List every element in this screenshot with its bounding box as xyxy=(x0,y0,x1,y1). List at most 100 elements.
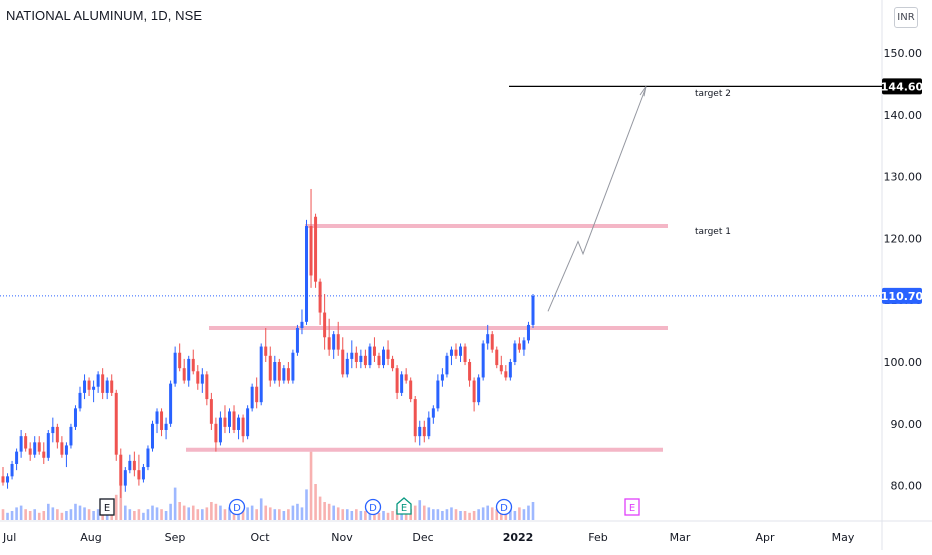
volume-bar xyxy=(291,505,295,520)
candle-body xyxy=(291,352,295,381)
candle-body xyxy=(499,365,503,372)
volume-bar xyxy=(15,507,18,520)
x-tick-label: 2022 xyxy=(503,531,534,544)
candle-body xyxy=(178,352,182,369)
volume-bar xyxy=(441,511,444,520)
volume-bar xyxy=(309,451,313,520)
event-marker-label: E xyxy=(629,503,635,514)
volume-bar xyxy=(92,511,95,520)
candle-body xyxy=(33,442,37,455)
volume-bar xyxy=(477,509,480,520)
volume-bar xyxy=(246,507,249,520)
volume-bar xyxy=(173,487,177,520)
y-tick-label: 150.00 xyxy=(884,47,923,60)
candle-body xyxy=(413,399,417,437)
volume-bar xyxy=(6,512,9,520)
candle-body xyxy=(431,408,435,418)
volume-bar xyxy=(264,505,268,520)
volume-bar xyxy=(391,511,394,520)
candle-body xyxy=(332,334,336,350)
candle-body xyxy=(96,374,100,387)
volume-bar xyxy=(404,511,408,520)
candle-body xyxy=(169,383,173,424)
volume-bar xyxy=(87,509,91,520)
volume-bar xyxy=(486,505,490,520)
volume-bar xyxy=(499,511,503,520)
candle-body xyxy=(137,470,141,480)
volume-bar xyxy=(228,507,231,520)
volume-bar xyxy=(114,494,118,520)
volume-bar xyxy=(436,509,440,520)
candle-body xyxy=(391,358,395,369)
currency-button[interactable]: INR xyxy=(894,7,918,28)
volume-bar xyxy=(33,509,37,520)
volume-bar xyxy=(219,505,222,520)
dividend-marker xyxy=(364,498,382,516)
candle-body xyxy=(132,460,136,471)
last-price-label-bg xyxy=(882,287,922,304)
candle-body xyxy=(286,368,290,381)
volume-bar xyxy=(287,509,290,520)
candle-body xyxy=(422,426,426,437)
volume-bar xyxy=(160,509,163,520)
candle-body xyxy=(277,362,281,381)
candle-body xyxy=(504,371,508,378)
candle-body xyxy=(513,343,517,362)
dividend-marker xyxy=(228,498,246,516)
volume-bar xyxy=(359,511,363,520)
volume-bar xyxy=(155,507,159,520)
volume-bar xyxy=(137,509,141,520)
candle-body xyxy=(459,346,463,356)
earnings-marker xyxy=(624,498,640,516)
candle-body xyxy=(350,352,354,359)
candle-body xyxy=(264,346,268,356)
volume-bar xyxy=(51,507,55,520)
last-price-label: 110.70 xyxy=(881,290,924,303)
volume-bar xyxy=(201,509,204,520)
x-tick-label: Sep xyxy=(165,531,186,544)
candle-body xyxy=(345,358,349,375)
candle-body xyxy=(386,349,390,359)
candle-body xyxy=(123,470,127,486)
x-tick-label: Dec xyxy=(412,531,433,544)
volume-bar xyxy=(531,502,535,520)
candle-body xyxy=(173,352,177,384)
x-tick-label: Oct xyxy=(250,531,270,544)
candle-body xyxy=(368,346,372,366)
y-tick-label: 140.00 xyxy=(884,109,923,122)
candle-body xyxy=(101,374,105,393)
candle-body xyxy=(436,380,440,409)
candle-body xyxy=(1,476,5,483)
volume-bar xyxy=(373,511,376,520)
candle-body xyxy=(155,411,159,424)
volume-bar xyxy=(273,509,277,520)
volume-bar xyxy=(413,505,417,520)
volume-bar xyxy=(355,509,358,520)
candle-body xyxy=(300,321,304,329)
candle-body xyxy=(150,423,154,449)
event-marker-label: E xyxy=(104,503,110,514)
volume-bar xyxy=(490,507,494,520)
candle-body xyxy=(114,392,118,455)
volume-bar xyxy=(296,503,299,520)
volume-bar xyxy=(300,507,304,520)
volume-bar xyxy=(110,512,114,520)
candle-body xyxy=(37,442,41,452)
candle-body xyxy=(46,433,50,458)
volume-bar xyxy=(250,505,254,520)
x-tick-label: Nov xyxy=(331,531,353,544)
candle-body xyxy=(354,352,358,362)
candle-body xyxy=(372,346,376,356)
volume-bar xyxy=(386,512,390,520)
volume-bar xyxy=(151,505,154,520)
volume-bar xyxy=(527,505,530,520)
candle-body xyxy=(318,281,322,313)
candle-body xyxy=(223,417,227,427)
candle-body xyxy=(404,374,408,381)
volume-bar xyxy=(237,511,240,520)
volume-bar xyxy=(178,502,181,520)
candle-body xyxy=(205,374,209,400)
earnings-marker xyxy=(396,497,412,515)
